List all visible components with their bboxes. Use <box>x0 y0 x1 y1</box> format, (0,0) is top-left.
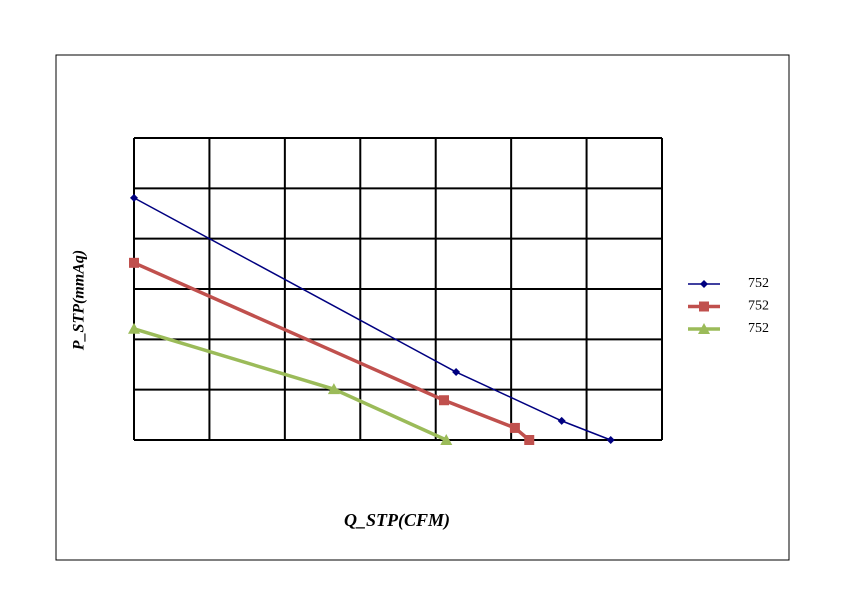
legend-marker <box>700 280 708 288</box>
legend-label: 752 <box>748 276 769 291</box>
x-axis-label: Q_STP(CFM) <box>344 510 450 531</box>
marker <box>452 368 461 377</box>
legend-marker <box>698 323 710 334</box>
chart-frame <box>55 54 790 561</box>
marker <box>130 193 138 202</box>
series-line <box>133 197 611 441</box>
legend-label: 752 <box>748 321 769 336</box>
marker <box>524 435 535 445</box>
marker <box>509 422 520 433</box>
marker <box>128 322 140 334</box>
y-axis-label: P_STP(mmAq) <box>71 250 88 351</box>
marker <box>440 434 453 445</box>
marker <box>557 416 566 425</box>
series-line <box>133 261 531 442</box>
legend-marker <box>699 301 709 312</box>
legend-label: 752 <box>748 299 769 314</box>
marker <box>439 395 450 406</box>
marker <box>129 257 139 268</box>
marker <box>606 436 615 444</box>
marker <box>327 383 340 395</box>
